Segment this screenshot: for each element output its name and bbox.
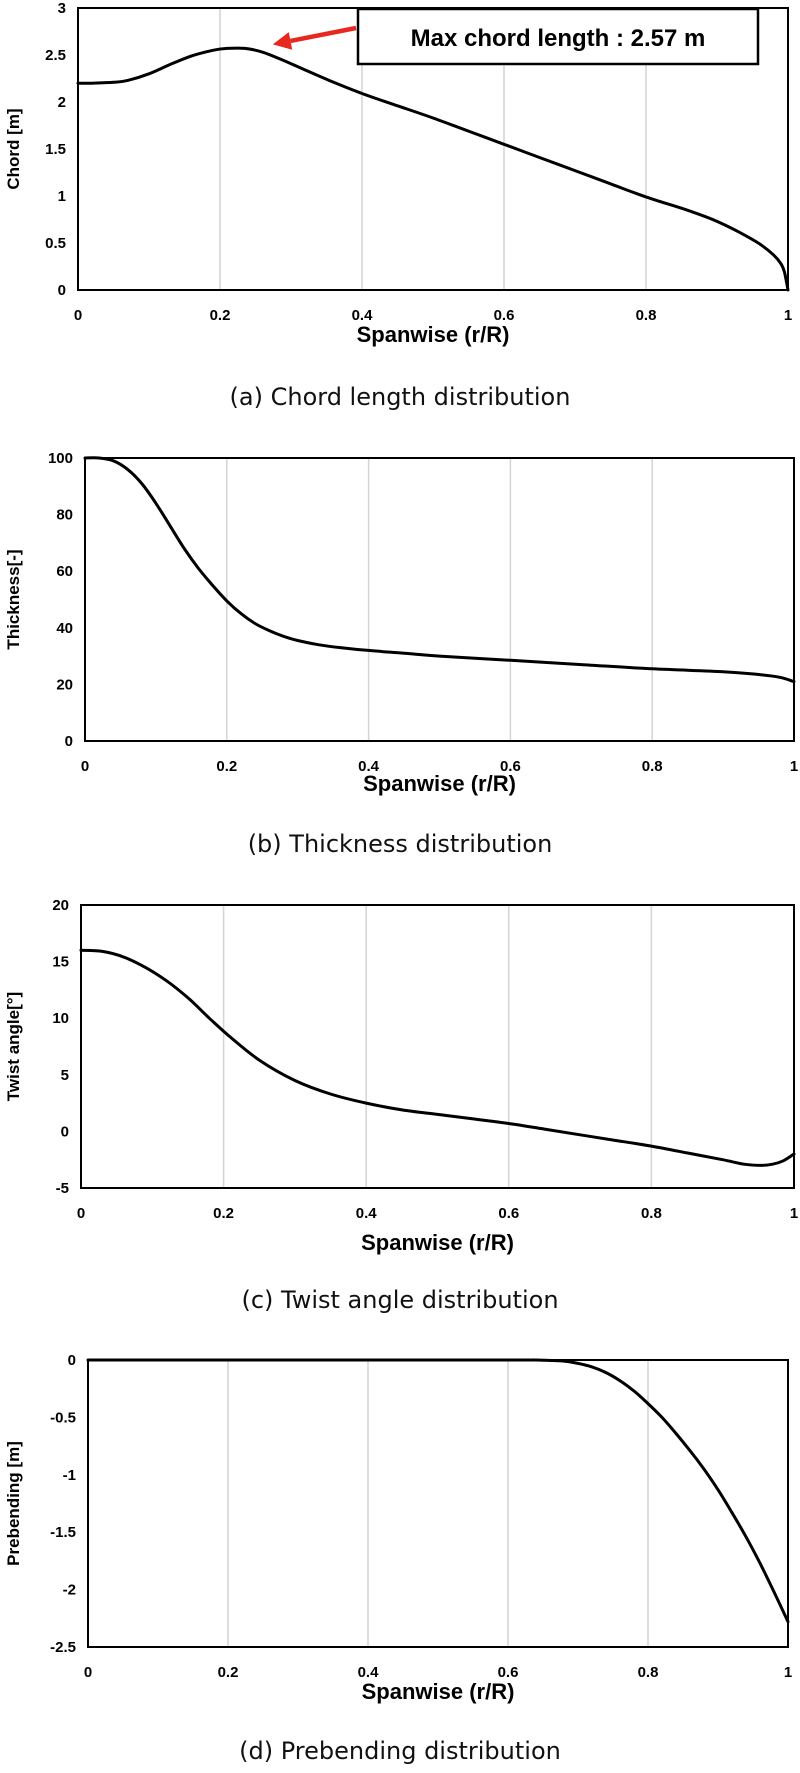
y-tick-label: 20	[56, 676, 73, 693]
annotation-box	[356, 7, 760, 66]
x-tick-label: 0	[74, 307, 82, 324]
annotation-text: Max chord length : 2.57 m	[411, 25, 706, 52]
x-tick-label: 0.6	[498, 1205, 519, 1222]
y-tick-label: 2.5	[45, 47, 66, 64]
y-axis-title: Prebending [m]	[4, 1441, 23, 1566]
x-tick-label: 0.2	[213, 1205, 234, 1222]
x-tick-label: 0.8	[636, 307, 657, 324]
series-line-c	[79, 948, 796, 1167]
figure-caption: (b) Thickness distribution	[248, 830, 553, 858]
y-tick-label: 1	[58, 188, 66, 205]
x-axis-title: Spanwise (r/R)	[361, 1230, 514, 1255]
x-tick-label: 1	[790, 758, 798, 775]
y-tick-label: -1.5	[50, 1524, 76, 1541]
y-tick-label: 0	[61, 1123, 69, 1140]
x-tick-label: 1	[790, 1205, 798, 1222]
y-tick-label: 0	[68, 1352, 76, 1369]
chart-d: 0 0.2 0.4 0.6 0.8 1 -2.5 -2 -1.5 -1 -0.5 0 Spanwise …	[4, 1352, 792, 1765]
plot-frame	[84, 457, 795, 742]
y-tick-label: 2	[58, 94, 66, 111]
y-tick-label: 1.5	[45, 141, 66, 158]
y-tick-label: 15	[52, 954, 69, 971]
y-tick-label: -1	[63, 1467, 76, 1484]
x-tick-label: 0.8	[638, 1664, 659, 1681]
y-tick-label: 100	[48, 450, 73, 467]
x-tick-label: 0	[81, 758, 89, 775]
series-line-b	[83, 456, 796, 684]
y-tick-label: -5	[56, 1180, 69, 1197]
y-tick-label: 10	[52, 1010, 69, 1027]
series-line-d	[86, 1358, 790, 1624]
x-axis-title: Spanwise (r/R)	[362, 1679, 515, 1704]
series-line-a	[76, 46, 790, 292]
y-tick-label: -2.5	[50, 1639, 76, 1656]
y-axis-title: Thickness[-]	[4, 549, 23, 649]
y-tick-label: 20	[52, 897, 69, 914]
y-tick-label: 3	[58, 0, 66, 17]
y-tick-label: -0.5	[50, 1409, 76, 1426]
chart-b: 0 0.2 0.4 0.6 0.8 1 0 20 40 60 80 100 Spanwise (r/R)…	[4, 450, 798, 858]
y-tick-label: 0.5	[45, 235, 66, 252]
x-tick-label: 0.6	[494, 307, 515, 324]
chart-a: 0 0.2 0.4 0.6 0.8 1 0 0.5 1 1.5 2 2.5 3 Spanwise (r/R…	[4, 0, 792, 411]
x-axis-title: Spanwise (r/R)	[357, 322, 510, 347]
x-axis-title: Spanwise (r/R)	[363, 771, 516, 796]
x-tick-label: 0.2	[216, 758, 237, 775]
y-axis-title: Chord [m]	[4, 108, 23, 189]
y-tick-label: 60	[56, 563, 73, 580]
x-tick-label: 0.2	[210, 307, 231, 324]
y-axis-title: Twist angle[°]	[4, 992, 23, 1101]
x-tick-label: 0.8	[642, 758, 663, 775]
chart-c: 0 0.2 0.4 0.6 0.8 1 -5 0 5 10 15 20 Spanwise (r/R) Tw…	[4, 897, 798, 1314]
x-tick-label: 0.4	[358, 1664, 380, 1681]
annotation-arrow	[290, 25, 357, 44]
x-tick-label: 0.2	[218, 1664, 239, 1681]
x-tick-label: 0	[84, 1664, 92, 1681]
plot-frame	[80, 904, 795, 1189]
x-tick-label: 0.4	[356, 1205, 378, 1222]
x-tick-label: 0.4	[352, 307, 374, 324]
y-tick-label: 40	[56, 620, 73, 637]
figure-caption: (a) Chord length distribution	[230, 383, 571, 411]
y-tick-label: 0	[65, 733, 73, 750]
y-tick-label: 80	[56, 507, 73, 524]
y-tick-label: 5	[61, 1067, 69, 1084]
x-tick-label: 0.6	[500, 758, 521, 775]
figure-caption: (d) Prebending distribution	[239, 1737, 561, 1765]
x-tick-label: 1	[784, 307, 792, 324]
x-tick-label: 1	[784, 1664, 792, 1681]
x-tick-label: 0.4	[358, 758, 380, 775]
y-tick-label: -2	[63, 1582, 76, 1599]
annotation-arrowhead	[272, 32, 293, 50]
y-tick-label: 0	[58, 282, 66, 299]
x-tick-label: 0.8	[641, 1205, 662, 1222]
figure-caption: (c) Twist angle distribution	[241, 1286, 558, 1314]
x-tick-label: 0	[77, 1205, 85, 1222]
x-tick-label: 0.6	[498, 1664, 519, 1681]
plot-frame	[87, 1359, 789, 1648]
